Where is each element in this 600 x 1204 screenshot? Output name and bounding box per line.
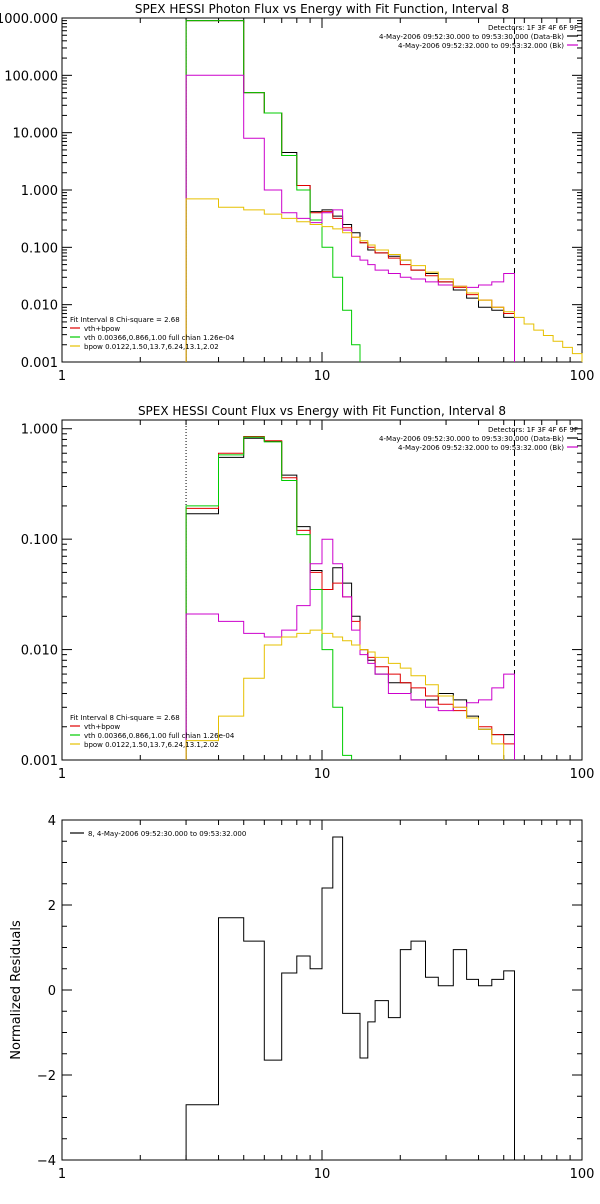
legend-entry-text: 4-May-2006 09:52:32.000 to 09:53:32.000 … (398, 444, 564, 452)
legend-entry-text: vth 0.00366,0.866,1.00 full chian 1.26e-… (84, 732, 235, 740)
legend-header-bottomleft: Fit Interval 8 Chi-square = 2.68 (70, 316, 180, 324)
series-bk-line (185, 538, 515, 760)
legend-entry-text: vth+bpow (84, 723, 120, 731)
y-tick-label: 1.000 (21, 184, 58, 199)
series-vth-line (185, 20, 361, 362)
series-bpow-line (185, 629, 505, 760)
series-data-bk-line (185, 20, 515, 362)
legend-entry-text: vth 0.00366,0.866,1.00 full chian 1.26e-… (84, 334, 235, 342)
y-tick-label: 1.000 (21, 423, 58, 438)
y-tick-label: 4 (48, 814, 56, 829)
series-vth-line (185, 436, 353, 760)
x-tick-label: 10 (314, 1167, 331, 1182)
x-tick-label: 10 (314, 767, 331, 782)
plot-frame-3 (61, 819, 583, 1161)
y-tick-label: 0.010 (21, 299, 58, 314)
x-tick-label: 1 (58, 767, 66, 782)
legend-entry-text: 4-May-2006 09:52:32.000 to 09:53:32.000 … (398, 42, 564, 50)
x-tick-label: 100 (570, 369, 595, 384)
y-tick-label: 0.100 (21, 241, 58, 256)
series-data-bk-line (185, 437, 515, 760)
y-tick-label: −2 (37, 1069, 56, 1084)
y-tick-label: 100.000 (4, 69, 58, 84)
x-tick-label: 100 (570, 1167, 595, 1182)
x-tick-label: 10 (314, 369, 331, 384)
series-bpow-line (185, 198, 583, 362)
x-tick-label: 100 (570, 767, 595, 782)
y-tick-label: 0.001 (21, 356, 58, 371)
series-bk-line (185, 74, 515, 362)
y-tick-label: −4 (37, 1154, 56, 1169)
chart-title-1: SPEX HESSI Photon Flux vs Energy with Fi… (135, 2, 509, 16)
y-tick-label: 2 (48, 899, 56, 914)
y-tick-label: 0 (48, 984, 56, 999)
x-tick-label: 1 (58, 369, 66, 384)
y-tick-label: 0.010 (21, 644, 58, 659)
legend-entry-text: vth+bpow (84, 325, 120, 333)
y-axis-label-3: Normalized Residuals (9, 920, 24, 1060)
series-vth-bpow-line (185, 20, 515, 362)
y-tick-label: 10.000 (13, 127, 59, 142)
legend-header-topright: Detectors: 1F 3F 4F 6F 9F (488, 24, 578, 32)
series-vth-bpow-line (185, 436, 515, 760)
legend-header-bottomleft: Fit Interval 8 Chi-square = 2.68 (70, 714, 180, 722)
legend-entry-text: 8, 4-May-2006 09:52:30.000 to 09:53:32.0… (88, 830, 246, 838)
series-residuals-line (185, 836, 515, 1160)
chart-title-2: SPEX HESSI Count Flux vs Energy with Fit… (138, 404, 506, 418)
y-tick-label: 1000.000 (0, 12, 58, 27)
y-tick-label: 0.001 (21, 754, 58, 769)
y-tick-label: 0.100 (21, 533, 58, 548)
legend-entry-text: bpow 0.0122,1.50,13.7,6.24,13.1,2.02 (84, 343, 219, 351)
legend-entry-text: 4-May-2006 09:52:30.000 to 09:53:30.000 … (379, 435, 564, 443)
legend-header-topright: Detectors: 1F 3F 4F 6F 9F (488, 426, 578, 434)
legend-entry-text: 4-May-2006 09:52:30.000 to 09:53:30.000 … (379, 33, 564, 41)
legend-entry-text: bpow 0.0122,1.50,13.7,6.24,13.1,2.02 (84, 741, 219, 749)
x-tick-label: 1 (58, 1167, 66, 1182)
